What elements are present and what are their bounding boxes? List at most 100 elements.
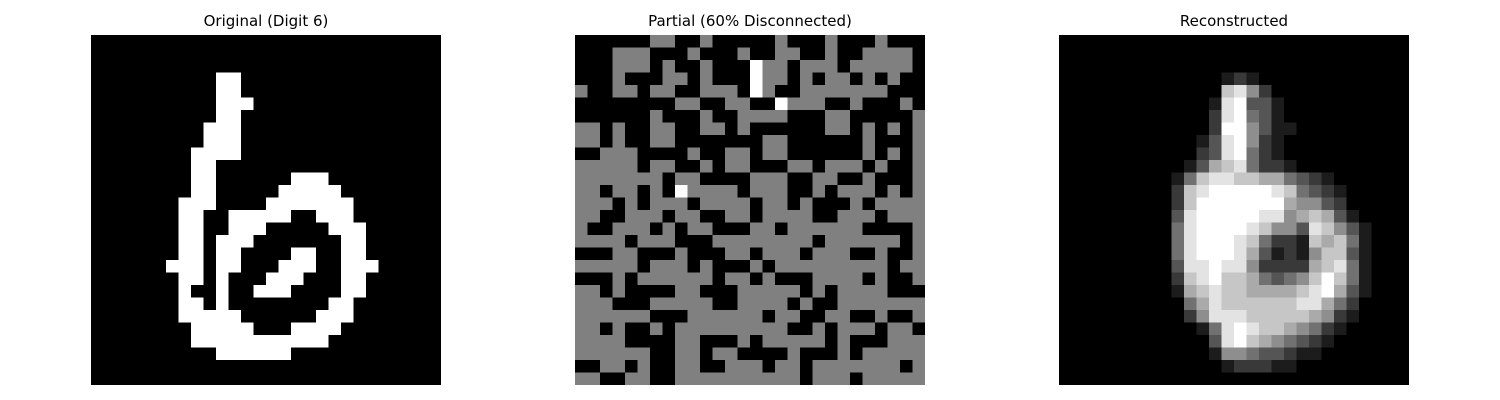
pixel-cell [1221,172,1234,185]
pixel-cell [912,122,925,135]
pixel-cell [1221,222,1234,235]
pixel-cell [191,335,204,348]
pixel-cell [775,210,788,223]
pixel-cell [228,85,241,98]
pixel-cell [241,347,254,360]
pixel-cell [575,172,588,185]
pixel-cell [825,72,838,85]
pixel-cell [837,347,850,360]
pixel-cell [1259,85,1272,98]
pixel-cell [875,60,888,73]
pixel-cell [737,235,750,248]
pixel-cell [687,147,700,160]
pixel-cell [800,85,813,98]
pixel-cell [700,297,713,310]
pixel-cell [216,285,229,298]
pixel-cell [1209,110,1222,123]
pixel-cell [1234,272,1247,285]
pixel-cell [750,110,763,123]
pixel-cell [1284,122,1297,135]
pixel-cell [800,60,813,73]
pixel-cell [1209,260,1222,273]
pixel-cell [1334,222,1347,235]
pixel-cell [600,160,613,173]
pixel-cell [1259,247,1272,260]
pixel-cell [900,372,913,385]
pixel-cell [1346,247,1359,260]
pixel-cell [887,122,900,135]
pixel-cell [1209,160,1222,173]
pixel-cell [1346,310,1359,323]
pixel-cell [850,85,863,98]
pixel-cell [875,160,888,173]
pixel-cell [575,197,588,210]
pixel-cell [1271,197,1284,210]
pixel-cell [575,222,588,235]
pixel-cell [762,322,775,335]
pixel-cell [353,260,366,273]
pixel-cell [837,260,850,273]
pixel-cell [1171,272,1184,285]
pixel-cell [612,172,625,185]
pixel-cell [600,235,613,248]
pixel-cell [662,260,675,273]
pixel-cell [1284,285,1297,298]
pixel-cell [750,235,763,248]
pixel-cell [712,185,725,198]
pixel-cell [178,197,191,210]
pixel-cell [1171,197,1184,210]
pixel-cell [825,372,838,385]
pixel-cell [1309,347,1322,360]
pixel-cell [737,335,750,348]
pixel-cell [1234,147,1247,160]
pixel-cell [1309,260,1322,273]
pixel-cell [625,185,638,198]
pixel-cell [1184,185,1197,198]
pixel-cell [850,360,863,373]
pixel-cell [850,185,863,198]
pixel-cell [266,210,279,223]
pixel-cell [700,222,713,235]
pixel-cell [787,247,800,260]
pixel-cell [762,235,775,248]
pixel-cell [191,147,204,160]
pixel-cell [1334,235,1347,248]
pixel-cell [1321,285,1334,298]
pixel-cell [1271,210,1284,223]
pixel-cell [837,247,850,260]
pixel-cell [328,310,341,323]
pixel-cell [637,272,650,285]
pixel-cell [1259,147,1272,160]
pixel-cell [712,322,725,335]
pixel-cell [712,372,725,385]
pixel-cell [737,272,750,285]
pixel-cell [900,335,913,348]
pixel-cell [662,60,675,73]
pixel-cell [775,235,788,248]
pixel-cell [1209,222,1222,235]
pixel-cell [587,297,600,310]
pixel-cell [725,210,738,223]
pixel-cell [1209,272,1222,285]
pixel-cell [1296,197,1309,210]
pixel-cell [762,247,775,260]
pixel-cell [912,235,925,248]
pixel-cell [1221,85,1234,98]
pixel-cell [1309,335,1322,348]
pixel-cell [887,210,900,223]
pixel-cell [575,122,588,135]
pixel-cell [687,47,700,60]
pixel-cell [887,147,900,160]
pixel-cell [1234,260,1247,273]
pixel-cell [800,72,813,85]
pixel-cell [675,285,688,298]
pixel-cell [203,172,216,185]
pixel-cell [675,360,688,373]
pixel-cell [328,322,341,335]
pixel-cell [912,297,925,310]
pixel-cell [587,322,600,335]
pixel-cell [1259,210,1272,223]
pixel-cell [253,285,266,298]
pixel-cell [775,335,788,348]
pixel-cell [316,335,329,348]
